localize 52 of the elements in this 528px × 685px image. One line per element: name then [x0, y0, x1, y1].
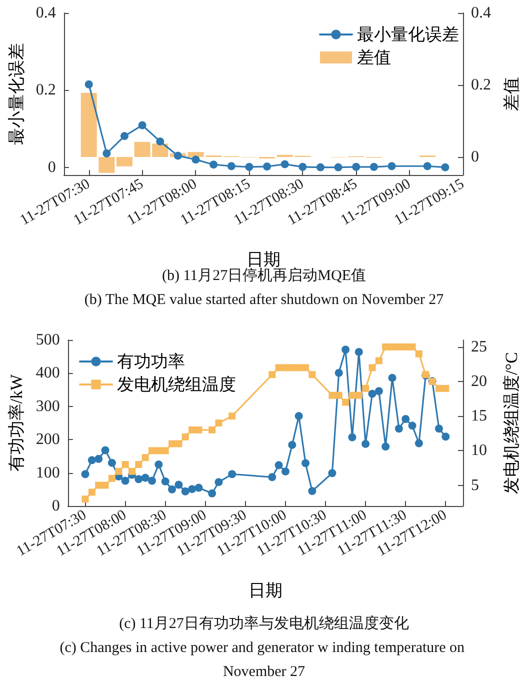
y-axis-title: 最小量化误差 [7, 43, 26, 145]
legend-label: 差值 [357, 48, 391, 67]
legend-label: 有功功率 [117, 352, 185, 371]
point [227, 162, 236, 170]
y2-tick-label: 0.4 [471, 4, 491, 22]
point [138, 121, 146, 130]
point [388, 162, 396, 170]
y2-tick-label: 25 [471, 338, 487, 356]
text: (c) 11月27日有功功率与发电机绕组温度变化 [119, 615, 409, 632]
y-tick-label: 400 [36, 364, 60, 382]
point [370, 162, 378, 171]
point [298, 162, 307, 171]
point [84, 80, 93, 88]
point [280, 160, 289, 168]
point [156, 137, 164, 146]
y2-tick-label: 5 [471, 476, 479, 494]
text: (c) Changes in active power and generator w inding temperature on November 27 [60, 640, 468, 680]
point [334, 163, 342, 172]
point [352, 162, 360, 171]
point [102, 149, 111, 158]
y-axis-title: 有功功率/kW [7, 373, 26, 472]
y-tick-label: 0.2 [36, 82, 56, 99]
y-tick-label: 200 [36, 431, 60, 448]
point [263, 162, 272, 171]
y2-tick-label: 15 [471, 408, 487, 425]
y-tick-label: 0 [48, 158, 56, 176]
y-tick-label: 100 [36, 464, 60, 482]
bar [116, 157, 132, 166]
point [316, 163, 324, 172]
y2-axis-title: 发电机绕组温度/°C [502, 352, 521, 494]
legend-label: 发电机绕组温度 [117, 375, 236, 394]
y2-tick-label: 0.2 [471, 76, 491, 94]
y-tick-label: 0 [52, 498, 60, 514]
point [174, 152, 182, 160]
bar [80, 92, 97, 157]
y2-axis-title: 差值 [502, 77, 521, 111]
point [245, 162, 254, 171]
y-tick-label: 0.4 [36, 4, 56, 22]
y2-tick-label: 20 [471, 373, 487, 390]
y2-tick-label: 0 [471, 148, 479, 166]
y-tick-label: 500 [36, 332, 60, 348]
point [192, 156, 200, 164]
text: (b) 11月27日停机再启动MQE值 [162, 267, 366, 284]
x-axis-title: 日期 [246, 250, 280, 269]
x-axis-title: 日期 [248, 581, 282, 600]
legend-label: 最小量化误差 [357, 25, 459, 44]
y2-tick-label: 10 [471, 442, 487, 460]
bar [98, 157, 115, 173]
text: (b) The MQE value started after shutdown on November 27 [84, 292, 444, 308]
point [120, 132, 128, 140]
point [210, 160, 218, 169]
y-tick-label: 300 [36, 398, 60, 415]
